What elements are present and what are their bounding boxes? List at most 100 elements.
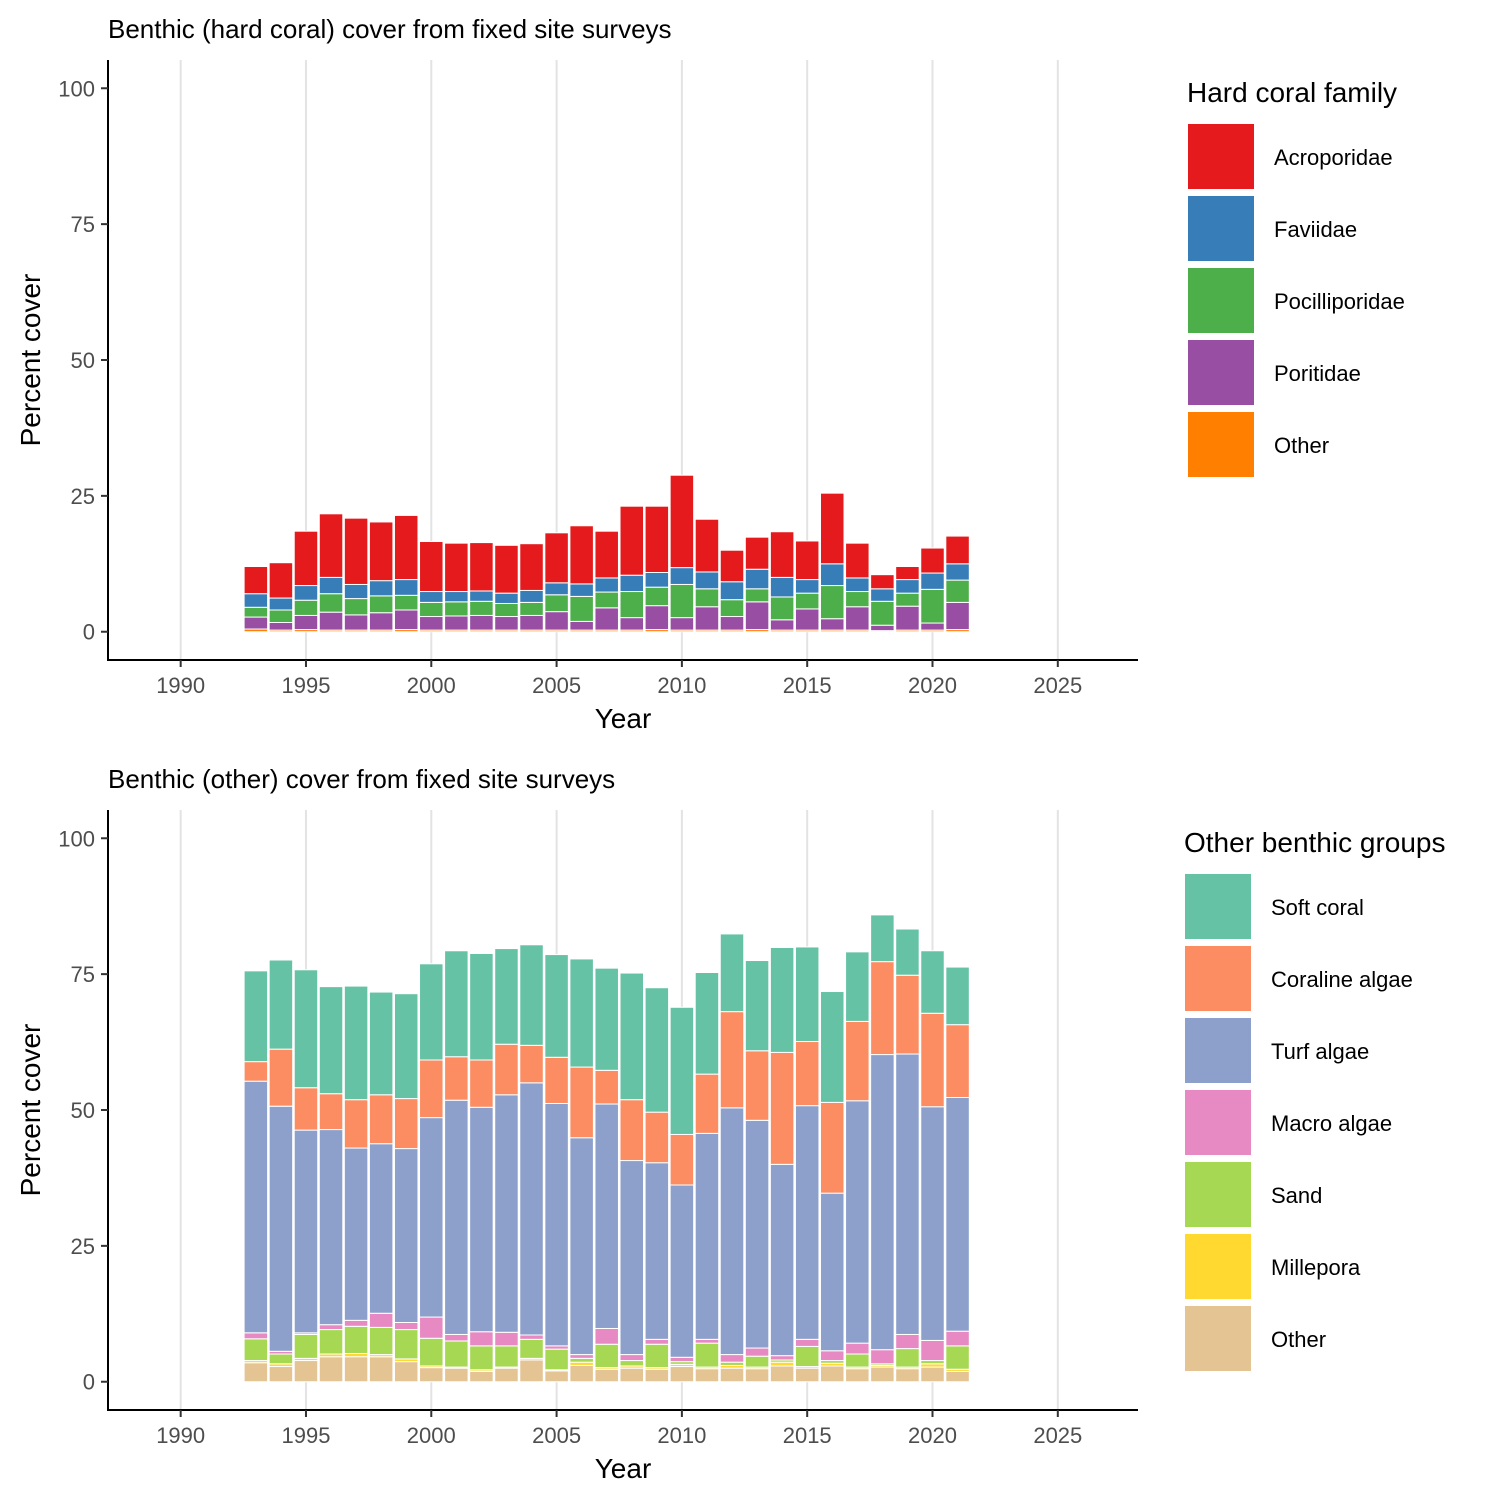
y-axis-title: Percent cover bbox=[15, 1024, 46, 1197]
bar-acroporidae-2010 bbox=[669, 474, 695, 569]
bar-coraline-algae-2019 bbox=[895, 974, 920, 1055]
bar-soft-coral-2015 bbox=[794, 946, 820, 1043]
bar-coraline-algae-2002 bbox=[469, 1059, 494, 1108]
y-tick-label-25: 25 bbox=[71, 1234, 95, 1259]
bar-macro-algae-2010 bbox=[669, 1356, 695, 1363]
bar-millepora-2014 bbox=[769, 1361, 795, 1367]
bar-soft-coral-2018 bbox=[870, 914, 895, 963]
bar-coraline-algae-2004 bbox=[519, 1044, 544, 1084]
legend-key-other bbox=[1185, 1306, 1251, 1371]
x-tick-label-2015: 2015 bbox=[783, 1423, 832, 1448]
bar-coraline-algae-2006 bbox=[569, 1066, 594, 1139]
bar-faviidae-1994 bbox=[268, 597, 294, 611]
bar-other-2006 bbox=[569, 1364, 594, 1383]
bar-coraline-algae-2005 bbox=[544, 1056, 569, 1104]
bar-poritidae-2016 bbox=[820, 618, 845, 631]
bar-sand-2008 bbox=[619, 1360, 645, 1367]
bar-macro-algae-2012 bbox=[719, 1354, 745, 1363]
bar-poritidae-2003 bbox=[494, 616, 519, 631]
bar-sand-2013 bbox=[744, 1355, 770, 1368]
x-axis-title: Year bbox=[595, 1453, 652, 1484]
legend-label-millepora: Millepora bbox=[1271, 1255, 1361, 1280]
bar-sand-2019 bbox=[895, 1348, 920, 1368]
y-tick-label-75: 75 bbox=[71, 962, 95, 987]
bar-turf-algae-2002 bbox=[469, 1106, 494, 1333]
bar-acroporidae-2018 bbox=[870, 574, 895, 590]
bar-macro-algae-2016 bbox=[820, 1350, 845, 1362]
bar-acroporidae-1995 bbox=[293, 530, 319, 587]
bar-sand-1997 bbox=[343, 1325, 369, 1354]
bar-faviidae-2016 bbox=[820, 563, 845, 587]
bar-turf-algae-2014 bbox=[769, 1163, 795, 1357]
bar-sand-1998 bbox=[368, 1326, 394, 1356]
bar-other-1997 bbox=[343, 1356, 369, 1383]
legend-label-pocilliporidae: Pocilliporidae bbox=[1274, 289, 1405, 314]
bar-poritidae-2001 bbox=[444, 615, 469, 631]
bar-pocilliporidae-2008 bbox=[619, 591, 645, 619]
bar-other-1998 bbox=[368, 1356, 394, 1383]
bar-coraline-algae-2015 bbox=[794, 1041, 820, 1107]
bar-faviidae-2001 bbox=[444, 591, 469, 603]
bar-acroporidae-2002 bbox=[469, 542, 494, 592]
bar-acroporidae-2013 bbox=[744, 536, 770, 570]
bar-acroporidae-2021 bbox=[945, 535, 970, 565]
bar-coraline-algae-2013 bbox=[744, 1050, 770, 1121]
bar-pocilliporidae-2010 bbox=[669, 583, 695, 619]
bar-turf-algae-2017 bbox=[845, 1100, 870, 1344]
x-tick-label-2000: 2000 bbox=[407, 1423, 456, 1448]
bar-coraline-algae-2016 bbox=[820, 1101, 845, 1194]
bar-sand-1996 bbox=[318, 1329, 344, 1355]
bar-faviidae-2021 bbox=[945, 563, 970, 581]
bar-macro-algae-1999 bbox=[393, 1322, 419, 1331]
bar-pocilliporidae-2019 bbox=[895, 592, 920, 607]
x-tick-label-2005: 2005 bbox=[532, 1423, 581, 1448]
bar-turf-algae-2021 bbox=[945, 1097, 970, 1332]
bar-coraline-algae-2012 bbox=[719, 1011, 745, 1109]
bar-poritidae-2007 bbox=[594, 607, 619, 631]
bar-soft-coral-2000 bbox=[419, 963, 444, 1061]
bar-other-2000 bbox=[419, 1367, 444, 1383]
bar-macro-algae-1998 bbox=[368, 1312, 394, 1328]
bar-poritidae-2009 bbox=[644, 605, 670, 631]
bar-soft-coral-2002 bbox=[469, 952, 494, 1061]
bar-poritidae-2012 bbox=[719, 616, 745, 631]
bar-macro-algae-2011 bbox=[694, 1338, 720, 1344]
bar-turf-algae-1993 bbox=[243, 1080, 269, 1334]
bar-soft-coral-2011 bbox=[694, 972, 720, 1075]
bar-pocilliporidae-1998 bbox=[368, 595, 394, 614]
bar-faviidae-1997 bbox=[343, 583, 369, 600]
bar-sand-2003 bbox=[494, 1345, 519, 1368]
bar-poritidae-2018 bbox=[870, 624, 895, 632]
bar-pocilliporidae-2006 bbox=[569, 595, 594, 622]
legend-label-soft-coral: Soft coral bbox=[1271, 895, 1364, 920]
bar-soft-coral-2007 bbox=[594, 967, 619, 1071]
bar-faviidae-2017 bbox=[845, 577, 870, 593]
y-axis-title: Percent cover bbox=[15, 274, 46, 447]
chart-title: Benthic (hard coral) cover from fixed si… bbox=[108, 14, 672, 44]
bar-pocilliporidae-2007 bbox=[594, 591, 619, 609]
bar-acroporidae-2000 bbox=[419, 541, 444, 593]
x-tick-label-2000: 2000 bbox=[407, 673, 456, 698]
bar-other-2020 bbox=[920, 1366, 945, 1383]
bar-pocilliporidae-2018 bbox=[870, 600, 895, 626]
bar-other-2009 bbox=[644, 1368, 670, 1383]
legend-key-macro-algae bbox=[1185, 1090, 1251, 1155]
bar-other-1996 bbox=[318, 1356, 344, 1383]
bar-pocilliporidae-2021 bbox=[945, 579, 970, 603]
bar-turf-algae-2008 bbox=[619, 1160, 645, 1356]
bar-turf-algae-2010 bbox=[669, 1184, 695, 1358]
legend-key-other bbox=[1188, 412, 1254, 477]
bar-soft-coral-2001 bbox=[444, 950, 469, 1058]
bar-sand-2006 bbox=[569, 1357, 594, 1363]
bar-coraline-algae-1998 bbox=[368, 1094, 394, 1145]
bar-coraline-algae-1997 bbox=[343, 1099, 369, 1149]
bar-coraline-algae-1993 bbox=[243, 1061, 269, 1082]
bar-pocilliporidae-2014 bbox=[769, 596, 795, 621]
bar-turf-algae-1995 bbox=[293, 1129, 319, 1334]
bar-coraline-algae-2018 bbox=[870, 961, 895, 1056]
bar-poritidae-2015 bbox=[794, 608, 820, 631]
bar-poritidae-1996 bbox=[318, 611, 344, 631]
bar-soft-coral-2013 bbox=[744, 960, 770, 1052]
bar-turf-algae-2012 bbox=[719, 1107, 745, 1356]
legend-key-soft-coral bbox=[1185, 874, 1251, 939]
